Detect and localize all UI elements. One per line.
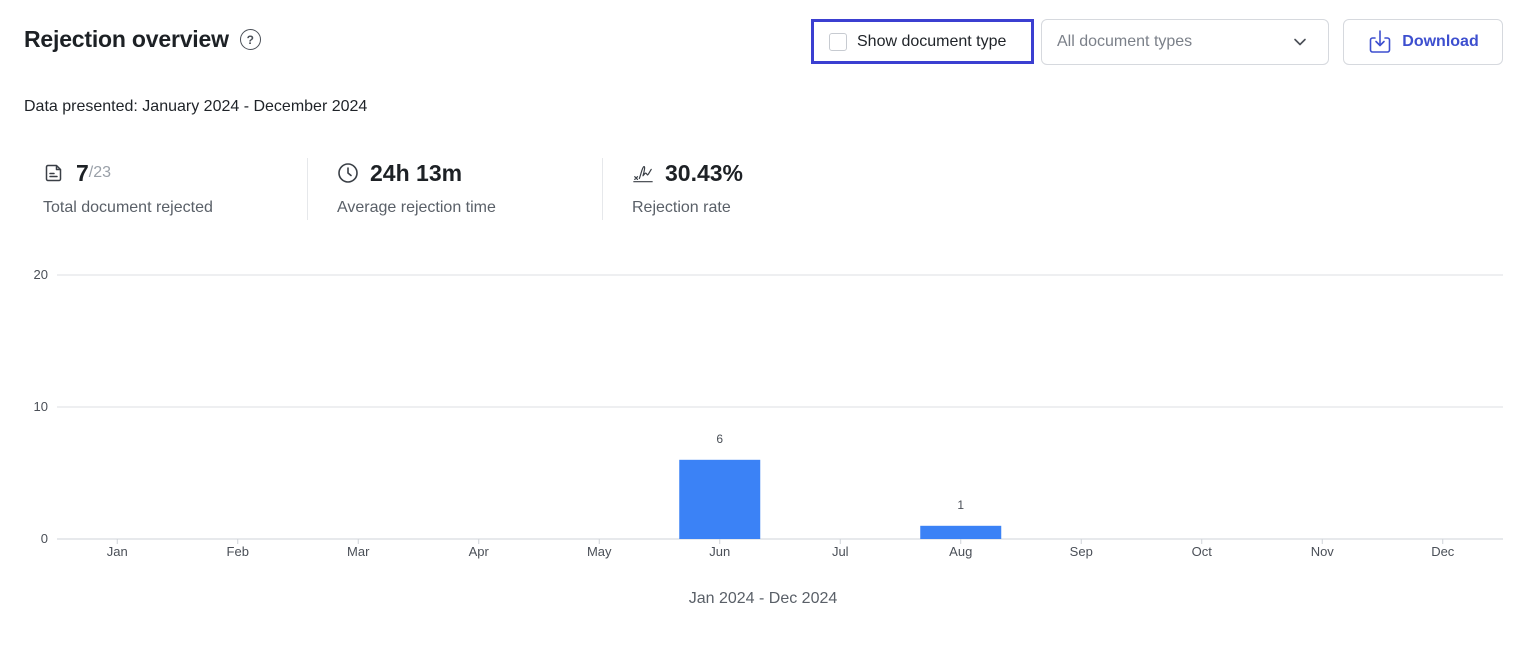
show-document-type-toggle[interactable]: Show document type xyxy=(811,19,1034,64)
x-tick-label: Sep xyxy=(1070,544,1093,559)
stat-total-count: /23 xyxy=(88,164,112,181)
y-tick-label: 20 xyxy=(34,267,48,282)
question-circle-icon[interactable]: ? xyxy=(239,29,261,50)
x-tick-label: Jun xyxy=(709,544,730,559)
x-tick-label: Oct xyxy=(1192,544,1213,559)
x-tick-label: May xyxy=(587,544,612,559)
show-document-type-label[interactable]: Show document type xyxy=(857,32,1007,50)
signature-icon xyxy=(632,162,654,184)
bar-jun[interactable] xyxy=(679,459,761,539)
stat-divider xyxy=(307,158,308,220)
stat-total-rejected: 7 /23 Total document rejected xyxy=(43,158,213,220)
document-icon xyxy=(43,162,65,184)
clock-icon xyxy=(337,162,359,184)
bar-data-label: 1 xyxy=(957,498,964,512)
y-tick-label: 0 xyxy=(41,531,48,546)
chevron-down-icon xyxy=(1294,38,1306,46)
x-tick-label: Aug xyxy=(949,544,972,559)
x-tick-label: Nov xyxy=(1311,544,1335,559)
chart-x-axis-label: Jan 2024 - Dec 2024 xyxy=(689,590,838,607)
stat-divider xyxy=(602,158,603,220)
x-tick-label: Feb xyxy=(227,544,249,559)
stat-average-rejection-time: 24h 13m Average rejection time xyxy=(337,158,496,220)
stat-value: 7 xyxy=(76,159,89,186)
x-tick-label: Apr xyxy=(469,544,490,559)
chart-x-axis: Jan Feb Mar Apr May Jun Jul Aug Sep Oct Nov Dec xyxy=(107,539,1455,559)
y-tick-label: 10 xyxy=(34,399,48,414)
title-row: Rejection overview ? xyxy=(24,26,261,53)
stat-value: 30.43% xyxy=(665,159,744,186)
chart-y-axis: 0 10 20 xyxy=(34,267,48,546)
show-document-type-checkbox[interactable] xyxy=(829,32,847,51)
x-tick-label: Dec xyxy=(1431,544,1455,559)
stat-label: Average rejection time xyxy=(337,199,496,216)
stat-value: 24h 13m xyxy=(370,159,463,186)
bar-data-label: 6 xyxy=(716,432,723,446)
x-tick-label: Mar xyxy=(347,544,370,559)
x-tick-label: Jan xyxy=(107,544,128,559)
page-title: Rejection overview xyxy=(24,26,229,52)
download-label: Download xyxy=(1402,33,1479,50)
download-icon xyxy=(1369,30,1391,53)
chart-grid xyxy=(57,274,1503,540)
stat-label: Total document rejected xyxy=(43,199,213,216)
chart-bars: 61 xyxy=(679,432,1002,539)
x-tick-label: Jul xyxy=(832,544,849,559)
stat-label: Rejection rate xyxy=(632,199,731,216)
document-type-select-value: All document types xyxy=(1057,33,1193,50)
document-type-select[interactable]: All document types xyxy=(1041,19,1329,65)
stat-rejection-rate: 30.43% Rejection rate xyxy=(632,158,743,220)
download-button[interactable]: Download xyxy=(1343,19,1503,65)
data-range-text: Data presented: January 2024 - December … xyxy=(24,98,368,115)
bar-aug[interactable] xyxy=(920,525,1002,539)
